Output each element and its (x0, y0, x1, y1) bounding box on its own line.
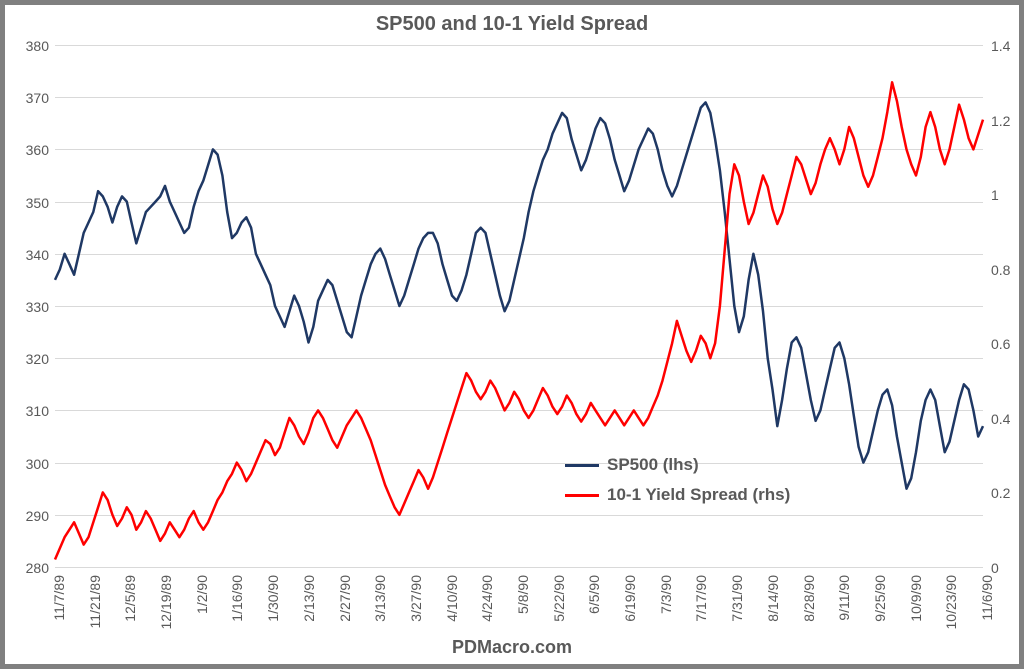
y-left-label: 360 (9, 142, 49, 158)
x-axis-label: 2/27/90 (337, 575, 353, 622)
x-axis-label: 1/16/90 (229, 575, 245, 622)
y-right-label: 1.4 (991, 38, 1010, 54)
legend-swatch (565, 494, 599, 497)
y-left-label: 330 (9, 299, 49, 315)
y-right-label: 0.2 (991, 485, 1010, 501)
x-axis-label: 12/19/89 (158, 575, 174, 630)
y-right-label: 0 (991, 560, 999, 576)
x-axis-label: 11/6/90 (979, 575, 995, 621)
chart-footer: PDMacro.com (5, 637, 1019, 658)
x-axis-label: 5/22/90 (551, 575, 567, 622)
legend-swatch (565, 464, 599, 467)
legend-label: SP500 (lhs) (607, 455, 699, 475)
y-right-label: 0.4 (991, 411, 1010, 427)
x-axis-label: 4/10/90 (444, 575, 460, 622)
x-axis-label: 9/11/90 (836, 575, 852, 621)
x-axis-label: 4/24/90 (479, 575, 495, 622)
x-axis-label: 3/27/90 (408, 575, 424, 622)
x-axis-label: 5/8/90 (515, 575, 531, 614)
x-axis-label: 7/3/90 (658, 575, 674, 614)
x-axis-label: 7/31/90 (729, 575, 745, 622)
gridline-h (55, 567, 983, 568)
x-axis-label: 6/19/90 (622, 575, 638, 622)
x-axis-label: 8/28/90 (801, 575, 817, 622)
y-right-label: 0.8 (991, 262, 1010, 278)
x-axis-label: 11/21/89 (87, 575, 103, 628)
chart-frame: SP500 and 10-1 Yield Spread PDMacro.com … (0, 0, 1024, 669)
x-axis-label: 6/5/90 (586, 575, 602, 614)
x-axis-label: 9/25/90 (872, 575, 888, 622)
x-axis-label: 10/23/90 (943, 575, 959, 630)
legend: SP500 (lhs) 10-1 Yield Spread (rhs) (565, 455, 790, 515)
y-left-label: 300 (9, 456, 49, 472)
y-left-label: 370 (9, 90, 49, 106)
y-left-label: 380 (9, 38, 49, 54)
y-left-label: 290 (9, 508, 49, 524)
x-axis-label: 3/13/90 (372, 575, 388, 622)
y-left-label: 340 (9, 247, 49, 263)
y-left-label: 350 (9, 195, 49, 211)
x-axis-label: 2/13/90 (301, 575, 317, 622)
y-right-label: 1 (991, 187, 999, 203)
x-axis-label: 8/14/90 (765, 575, 781, 622)
series-line (55, 82, 983, 559)
series-line (55, 102, 983, 488)
legend-item: 10-1 Yield Spread (rhs) (565, 485, 790, 505)
y-left-label: 280 (9, 560, 49, 576)
plot-area (55, 45, 983, 567)
x-axis-label: 12/5/89 (122, 575, 138, 622)
x-axis-label: 10/9/90 (908, 575, 924, 622)
x-axis-label: 1/2/90 (194, 575, 210, 614)
x-axis-label: 1/30/90 (265, 575, 281, 622)
x-axis-label: 11/7/89 (51, 575, 67, 621)
y-right-label: 1.2 (991, 113, 1010, 129)
line-layer (55, 45, 983, 567)
y-left-label: 310 (9, 403, 49, 419)
legend-item: SP500 (lhs) (565, 455, 790, 475)
y-left-label: 320 (9, 351, 49, 367)
legend-label: 10-1 Yield Spread (rhs) (607, 485, 790, 505)
chart-title: SP500 and 10-1 Yield Spread (5, 13, 1019, 36)
x-axis-label: 7/17/90 (693, 575, 709, 622)
y-right-label: 0.6 (991, 336, 1010, 352)
